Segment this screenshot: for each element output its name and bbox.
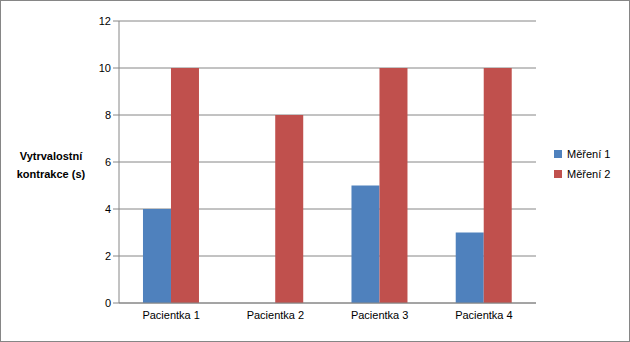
svg-text:6: 6 xyxy=(105,156,111,168)
html-text:Měření 1: Měření 1 xyxy=(567,148,611,160)
svg-text:Pacientka 3: Pacientka 3 xyxy=(351,309,408,321)
svg-text:10: 10 xyxy=(99,62,111,74)
svg-text:8: 8 xyxy=(105,109,111,121)
svg-text:2: 2 xyxy=(105,250,111,262)
svg-text:4: 4 xyxy=(105,203,111,215)
svg-text:Pacientka 4: Pacientka 4 xyxy=(455,309,512,321)
html-text:Měření 2: Měření 2 xyxy=(567,168,611,180)
svg-text:Pacientka 2: Pacientka 2 xyxy=(247,309,304,321)
svg-text:12: 12 xyxy=(99,15,111,27)
svg-text:Pacientka 1: Pacientka 1 xyxy=(142,309,199,321)
html-text:Vytrvalostní kontrakce (s): Vytrvalostní kontrakce (s) xyxy=(16,150,86,180)
svg-text:0: 0 xyxy=(105,297,111,309)
